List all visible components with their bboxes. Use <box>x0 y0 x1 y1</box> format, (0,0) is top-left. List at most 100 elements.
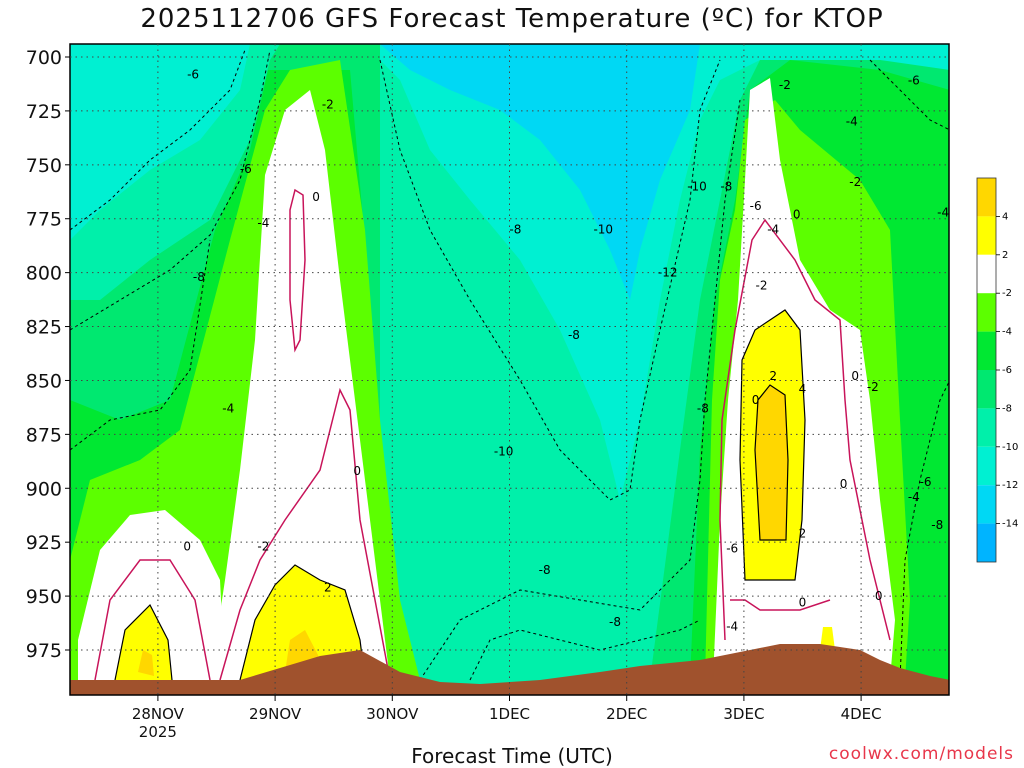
contour-label: 4 <box>799 382 807 396</box>
x-tick-label: 1DEC <box>489 705 530 723</box>
legend-swatch <box>977 485 996 524</box>
legend-swatch <box>977 216 996 255</box>
legend-label: -6 <box>1002 365 1012 376</box>
contour-label: -12 <box>658 266 678 280</box>
legend-swatch <box>977 523 996 562</box>
grid-lines <box>70 44 949 695</box>
credit-text: coolwx.com/models <box>828 744 1014 764</box>
contour-label: -4 <box>257 216 269 230</box>
x-tick-year-label: 2025 <box>139 723 177 741</box>
x-axis-ticks: 28NOV 29NOV 30NOV 1DEC 2DEC 3DEC 4DEC 2025 <box>132 695 882 741</box>
legend-swatch <box>977 370 996 409</box>
contour-dashed-h <box>899 380 949 681</box>
contour-label: -10 <box>593 223 613 237</box>
legend-swatch <box>977 178 996 217</box>
contour-dashed-d <box>419 99 741 681</box>
contour-zero-right-inner <box>730 599 831 611</box>
contour-label: -2 <box>257 539 269 553</box>
cold-region-left-10 <box>70 44 250 240</box>
contour-zero-left <box>289 188 306 353</box>
y-tick-label: 975 <box>26 640 62 662</box>
legend-label: 4 <box>1002 211 1008 222</box>
contour-label: -2 <box>755 279 767 293</box>
contour-label: 0 <box>793 207 801 221</box>
gold-left-a <box>138 650 154 676</box>
contour-dashed-e <box>469 619 701 681</box>
contour-label: -6 <box>920 475 932 489</box>
x-tick-label: 28NOV <box>132 705 185 723</box>
y-tick-label: 850 <box>26 370 62 392</box>
contour-label: 0 <box>851 369 859 383</box>
contour-label: -4 <box>726 619 738 633</box>
contour-label: 0 <box>840 477 848 491</box>
legend-swatch <box>977 254 996 294</box>
y-tick-label: 750 <box>26 155 62 177</box>
contour-label: -8 <box>931 518 943 532</box>
contour-zero-outer-left <box>219 387 391 681</box>
legend-label: -12 <box>1002 480 1018 491</box>
plot-area <box>70 44 949 695</box>
contour-label: -10 <box>494 445 514 459</box>
legend-swatch <box>977 293 996 332</box>
x-tick-label: 30NOV <box>366 705 419 723</box>
contour-zero-right <box>719 218 891 641</box>
legend-swatch <box>977 446 996 486</box>
contour-label: 0 <box>183 539 191 553</box>
contour-label: -8 <box>509 223 521 237</box>
contour-label: -2 <box>322 97 334 111</box>
contour-label: 2 <box>324 580 332 594</box>
cold-region-core <box>380 44 700 300</box>
x-tick-label: 3DEC <box>723 705 764 723</box>
contour-four-right <box>754 384 789 541</box>
chart-title: 2025112706 GFS Forecast Temperature (ºC)… <box>140 4 884 34</box>
contour-label: -6 <box>750 199 762 213</box>
contour-label: -8 <box>539 563 551 577</box>
contour-label: 2 <box>769 369 777 383</box>
white-left-low <box>78 510 225 680</box>
y-axis-ticks: 700 725 750 775 800 825 850 875 900 925 950 975 <box>26 47 70 662</box>
legend-label: 2 <box>1002 250 1008 261</box>
y-tick-label: 775 <box>26 209 62 231</box>
x-tick-label: 2DEC <box>606 705 647 723</box>
contour-label: -4 <box>937 205 949 219</box>
contour-dashed-a <box>70 49 271 331</box>
contour-label: -6 <box>908 74 920 88</box>
contour-label: -2 <box>849 175 861 189</box>
contour-two-left <box>239 564 366 681</box>
y-tick-label: 925 <box>26 532 62 554</box>
legend-label: -8 <box>1002 403 1012 414</box>
color-legend: 4 2 -2 -4 -6 -8 -10 -12 -14 <box>976 177 1018 563</box>
y-tick-label: 725 <box>26 101 62 123</box>
legend-label: -14 <box>1002 519 1018 530</box>
legend-label: -10 <box>1002 442 1018 453</box>
contour-label: -6 <box>726 542 738 556</box>
contour-dashed-c <box>379 59 721 501</box>
contour-label: -10 <box>687 179 707 193</box>
contour-label: -8 <box>609 615 621 629</box>
contour-label: -8 <box>720 179 732 193</box>
x-tick-label: 29NOV <box>249 705 302 723</box>
y-tick-label: 875 <box>26 424 62 446</box>
yellow-left-a <box>240 565 365 680</box>
contour-label: -6 <box>187 67 199 81</box>
x-tick-label: 4DEC <box>841 705 882 723</box>
contour-label: -2 <box>867 380 879 394</box>
y-tick-label: 700 <box>26 47 62 69</box>
contour-two-left-small <box>114 603 173 681</box>
legend-label: -4 <box>1002 327 1012 338</box>
contour-label: -8 <box>568 328 580 342</box>
y-tick-label: 950 <box>26 586 62 608</box>
contour-label: 0 <box>752 393 760 407</box>
contour-label: -8 <box>193 270 205 284</box>
contour-label: -4 <box>846 115 858 129</box>
legend-label: -2 <box>1002 288 1012 299</box>
contour-label: -4 <box>222 401 234 415</box>
contour-zero-lower-left <box>94 559 211 681</box>
y-tick-label: 800 <box>26 263 62 285</box>
legend-swatch <box>977 408 996 447</box>
legend-swatch <box>977 331 996 370</box>
y-tick-label: 900 <box>26 478 62 500</box>
contour-label: 0 <box>799 596 807 610</box>
terrain-surface <box>70 644 949 695</box>
